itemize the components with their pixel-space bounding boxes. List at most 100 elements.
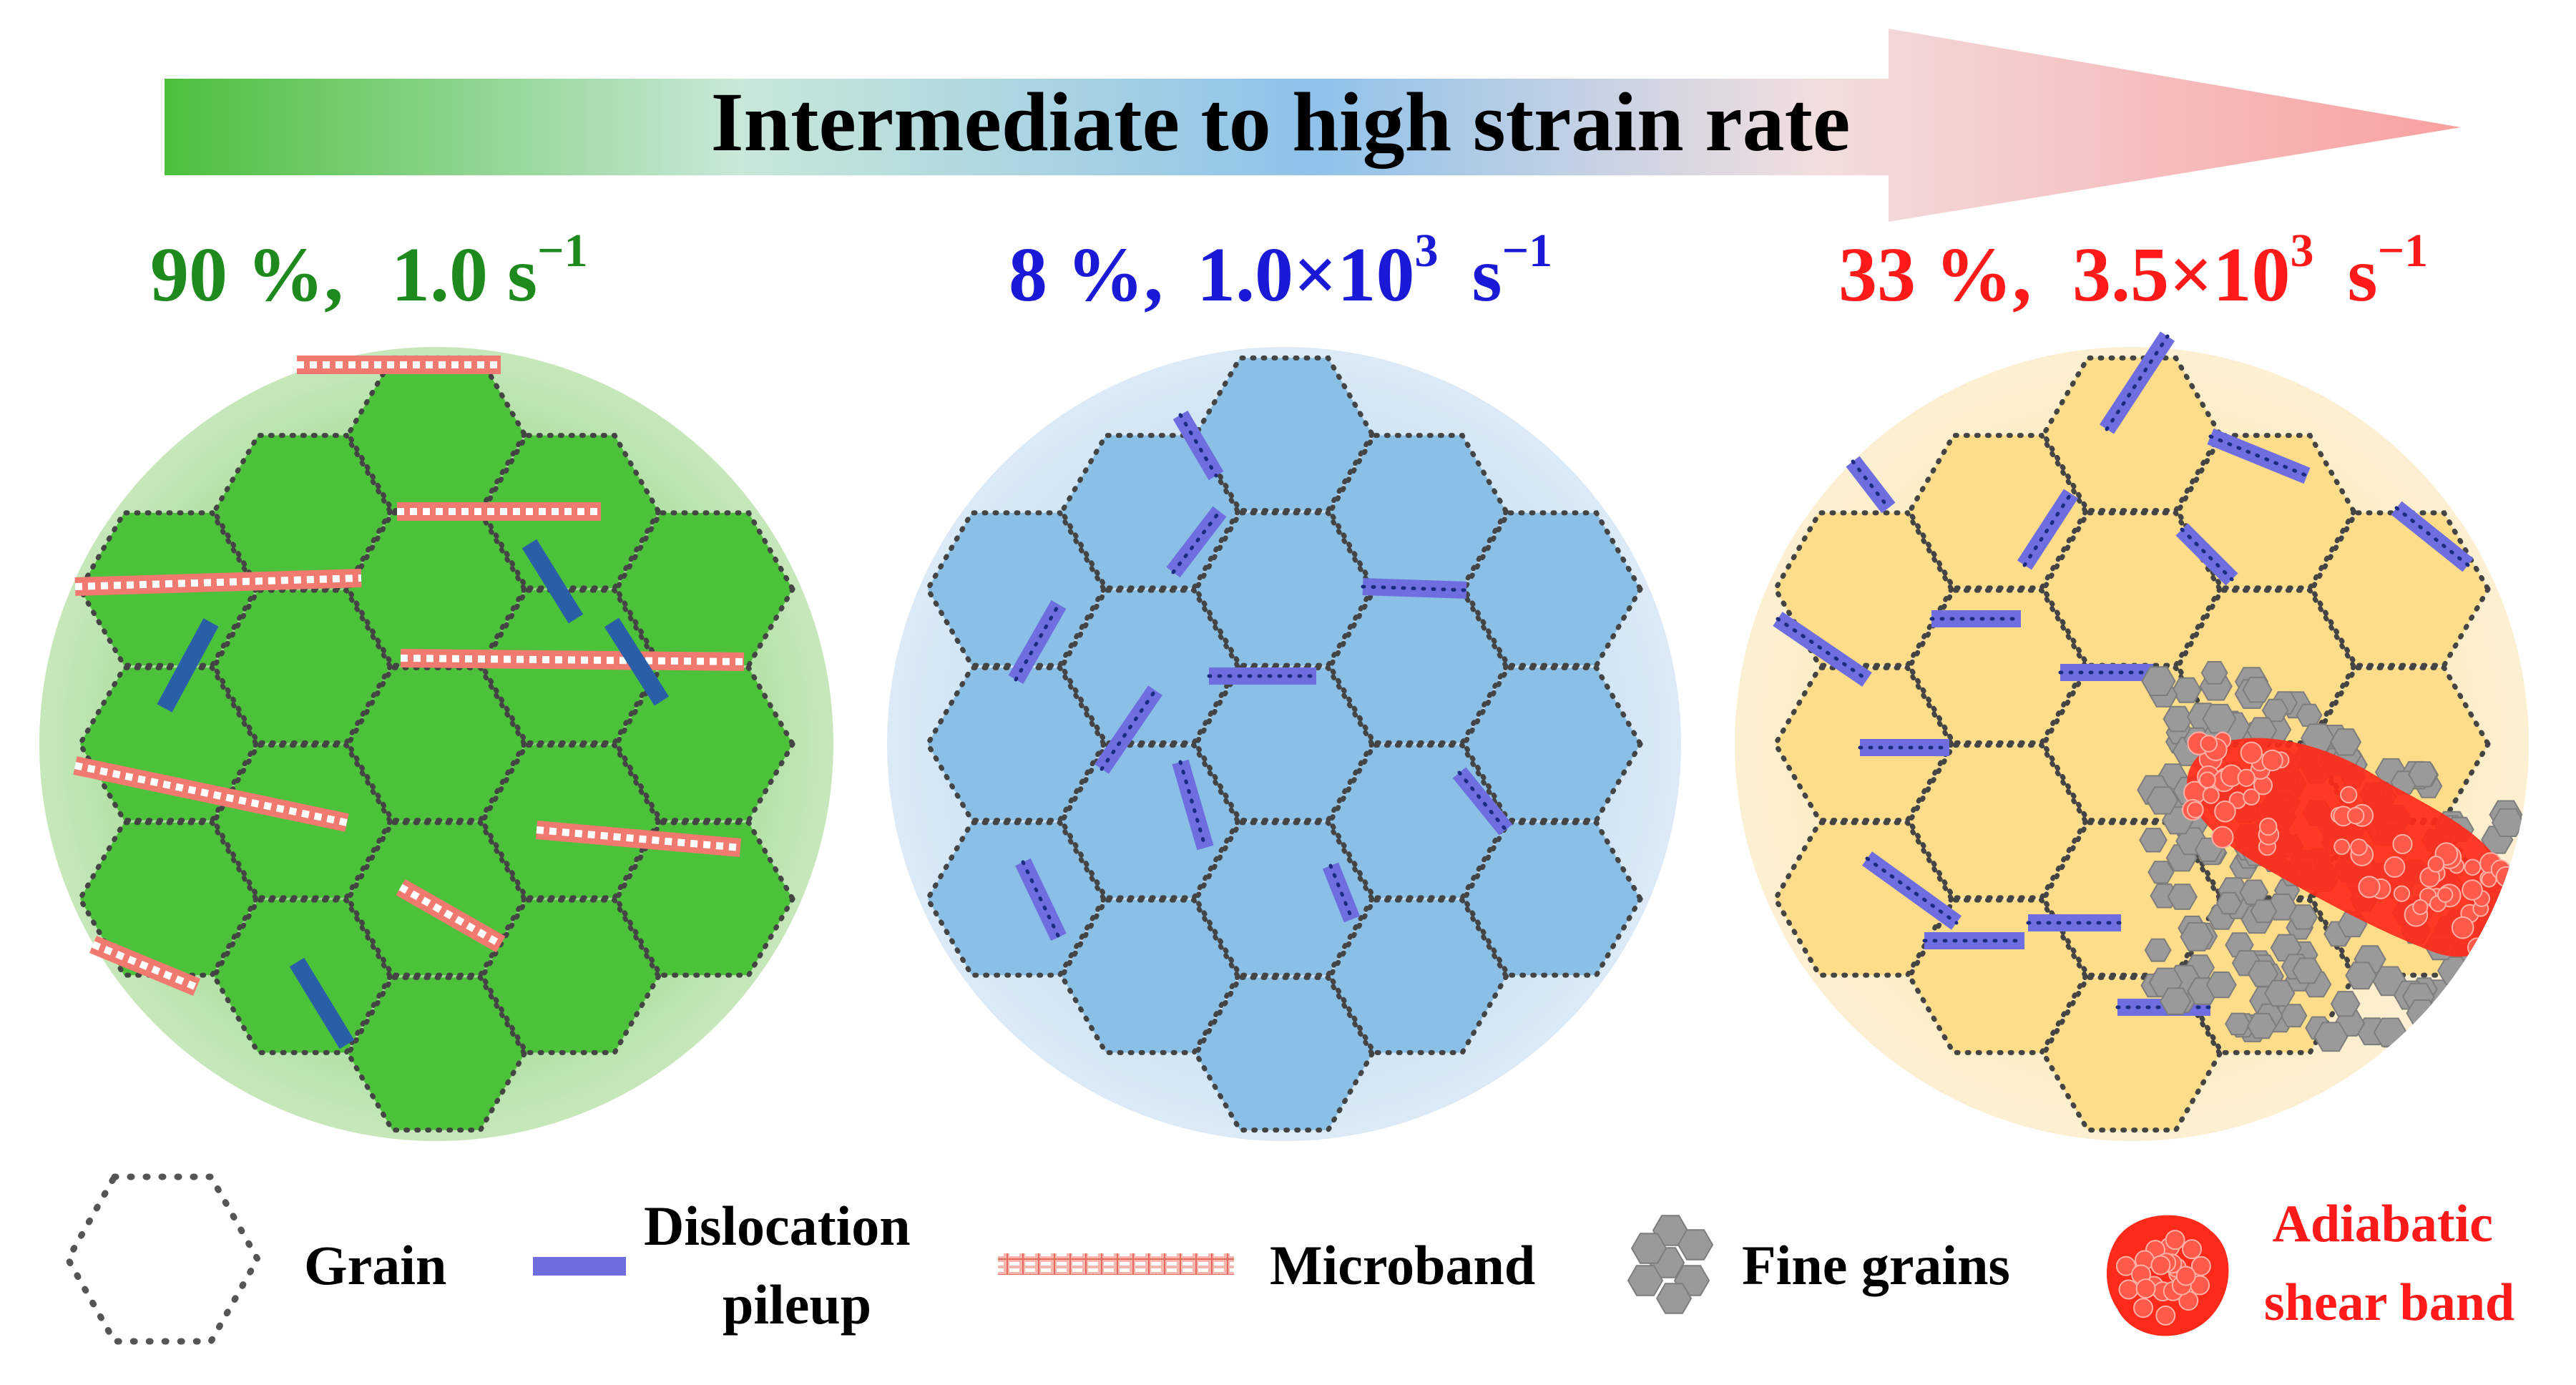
legend-microband-symbol bbox=[998, 1253, 1234, 1275]
fine-grain bbox=[2497, 989, 2528, 1015]
panel-2-rate-exp: −1 bbox=[1502, 225, 1553, 277]
dislocation-pileup-dots bbox=[1178, 413, 1218, 478]
legend-asb-cell bbox=[2133, 1298, 2154, 1318]
dislocation-pileup-dots bbox=[1865, 856, 1959, 925]
fine-grain bbox=[2288, 904, 2318, 930]
dislocation-pileup-dots bbox=[1457, 770, 1508, 832]
fine-grain bbox=[2246, 1012, 2277, 1039]
panel-2-rate-unit: s bbox=[1453, 233, 1502, 318]
panel-3-title: 33 %, 3.5×103 s−1 bbox=[1838, 225, 2428, 318]
legend-grain-label: Grain bbox=[304, 1234, 446, 1296]
dislocation-pileup bbox=[157, 618, 219, 713]
panel-3-rate-mid-exp: 3 bbox=[2291, 225, 2314, 277]
legend-dislocation-line2: pileup bbox=[723, 1273, 871, 1336]
dislocation-pileup-dots bbox=[1171, 509, 1222, 574]
asb-cell bbox=[2350, 838, 2368, 856]
legend-asb-cell bbox=[2175, 1266, 2196, 1286]
fine-grain bbox=[2202, 703, 2237, 734]
grain bbox=[1461, 820, 1644, 978]
legend-fine-grains-label: Fine grains bbox=[1742, 1234, 2010, 1296]
panel-2-rate-mid-exp: 3 bbox=[1415, 225, 1439, 277]
fine-grain bbox=[2296, 703, 2323, 727]
fine-grain bbox=[2250, 899, 2278, 924]
fine-grain bbox=[2141, 666, 2176, 696]
grain bbox=[1772, 820, 1955, 978]
strain-rate-arrow bbox=[165, 29, 2461, 222]
grain bbox=[77, 820, 260, 978]
microband-pattern bbox=[74, 574, 362, 590]
fine-grain bbox=[2167, 884, 2198, 910]
fine-grain bbox=[2139, 828, 2168, 853]
fine-grain bbox=[2481, 977, 2515, 1008]
dislocation-pileup bbox=[521, 539, 584, 624]
asb-cell bbox=[2462, 879, 2483, 901]
grain bbox=[479, 897, 662, 1055]
asb-cell bbox=[2412, 899, 2429, 916]
grain bbox=[345, 974, 528, 1133]
legend-asb-cell bbox=[2118, 1279, 2139, 1300]
asb-cell bbox=[2333, 838, 2351, 855]
dislocation-pileup-dots bbox=[2208, 434, 2309, 478]
fine-grain bbox=[2215, 891, 2243, 915]
legend-asb-cell bbox=[2165, 1230, 2185, 1251]
features-blue bbox=[1008, 410, 1513, 941]
fine-grain bbox=[2433, 1004, 2468, 1034]
asb-cell bbox=[2437, 886, 2454, 903]
asb-cell bbox=[2211, 826, 2234, 848]
asb-cell bbox=[2495, 866, 2517, 888]
features-green bbox=[73, 356, 745, 1049]
fine-grain bbox=[2144, 938, 2172, 962]
fine-grain bbox=[2429, 1004, 2457, 1029]
fine-grain bbox=[2345, 961, 2377, 990]
dislocation-pileup bbox=[1172, 759, 1214, 851]
fine-grain bbox=[2408, 761, 2439, 788]
fine-grain bbox=[2330, 991, 2361, 1017]
legend-asb-line1: Adiabatic bbox=[2273, 1195, 2493, 1253]
fine-grain bbox=[2163, 705, 2193, 733]
microband-pattern bbox=[400, 655, 745, 665]
arrow-label: Intermediate to high strain rate bbox=[711, 75, 1851, 169]
dislocation-pileup bbox=[2391, 501, 2474, 572]
fine-grain bbox=[2172, 677, 2202, 703]
legend-asb-cell bbox=[2155, 1305, 2176, 1326]
dislocation-pileup bbox=[604, 617, 670, 706]
panel-3-percent: 33 %, bbox=[1838, 233, 2032, 318]
panel-blue bbox=[887, 347, 1681, 1141]
legend-asb-cell bbox=[2182, 1239, 2203, 1260]
asb-cell bbox=[2340, 786, 2358, 804]
legend-fine-grains-symbol bbox=[1627, 1215, 1714, 1314]
legend-dislocation-line1: Dislocation bbox=[644, 1195, 911, 1257]
fine-grain bbox=[2313, 1022, 2349, 1052]
legend: Grain Dislocation pileup Microband Fine … bbox=[64, 1173, 2514, 1345]
fine-grain bbox=[2373, 1017, 2408, 1047]
fine-grain bbox=[2504, 893, 2529, 916]
asb-cell bbox=[2243, 788, 2261, 806]
panel-1-title: 90 %, 1.0 s−1 bbox=[150, 225, 588, 318]
panel-1-rate: 1.0 s bbox=[391, 233, 537, 318]
asb-cell bbox=[2427, 856, 2445, 873]
legend-dislocation-symbol bbox=[533, 1257, 626, 1276]
dislocation-pileup-dots bbox=[2105, 334, 2170, 431]
asb-cell bbox=[2237, 768, 2256, 788]
fine-grain bbox=[2491, 808, 2525, 837]
asb-cell bbox=[2358, 876, 2381, 899]
legend-microband-label: Microband bbox=[1270, 1234, 1535, 1296]
dislocation-pileup-dots bbox=[2022, 491, 2073, 567]
panel-3-rate-unit: s bbox=[2328, 233, 2378, 318]
grain bbox=[1327, 897, 1509, 1055]
panel-2-percent: 8 %, bbox=[1009, 233, 1163, 318]
fine-grain bbox=[2148, 861, 2175, 884]
microband-pattern bbox=[536, 826, 741, 851]
asb-cell bbox=[2464, 858, 2482, 876]
fine-grain bbox=[2264, 979, 2296, 1007]
fine-grain bbox=[1677, 1229, 1714, 1261]
asb-cell bbox=[2261, 749, 2283, 772]
asb-cell bbox=[2240, 741, 2263, 764]
asb-cell bbox=[2451, 916, 2474, 939]
panel-green bbox=[39, 347, 833, 1141]
asb-cell bbox=[2202, 786, 2220, 804]
legend-asb-cell bbox=[2115, 1256, 2136, 1276]
grain bbox=[924, 820, 1107, 978]
fine-grain bbox=[2489, 1022, 2516, 1045]
